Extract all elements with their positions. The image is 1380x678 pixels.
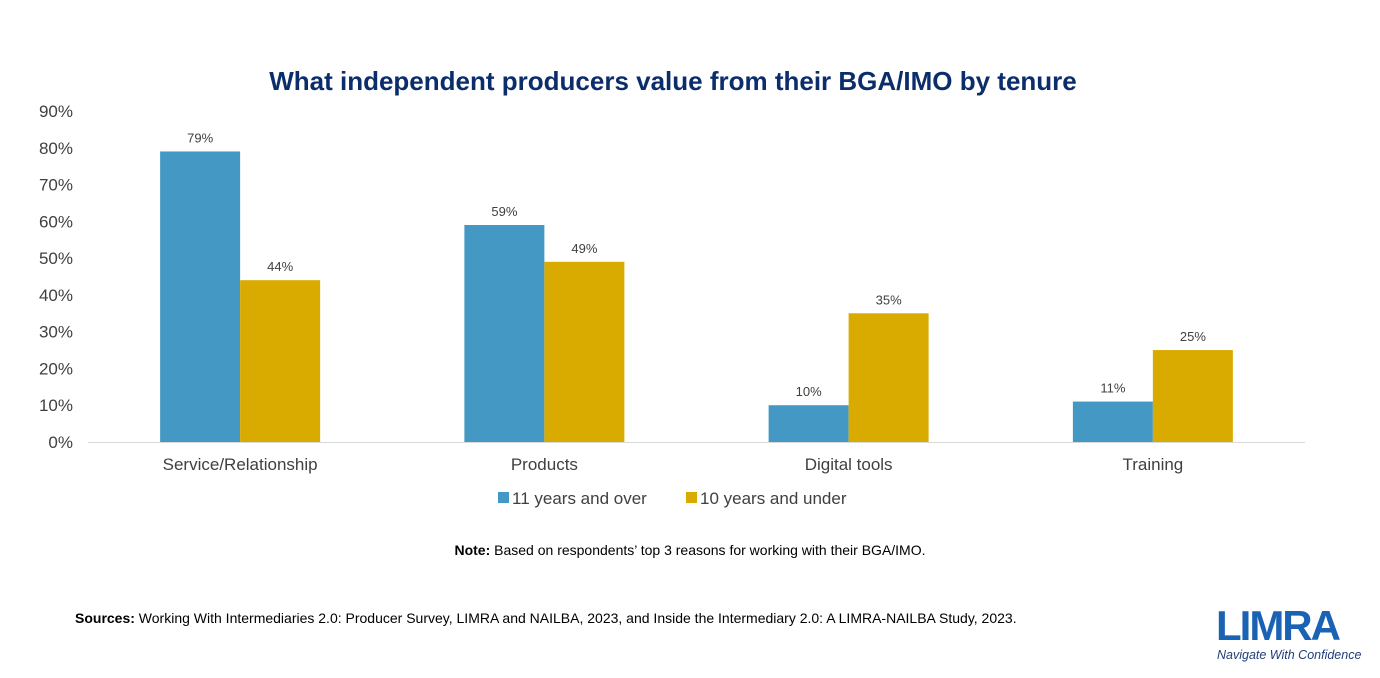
note-body: Based on respondents’ top 3 reasons for …	[490, 542, 926, 558]
y-tick-label: 40%	[39, 286, 73, 305]
data-label: 35%	[876, 292, 902, 307]
legend-label: 11 years and over	[512, 489, 647, 508]
y-tick-label: 60%	[39, 212, 73, 231]
y-tick-label: 50%	[39, 249, 73, 268]
bar	[768, 405, 849, 442]
bar	[240, 280, 321, 442]
legend-label: 10 years and under	[700, 489, 847, 508]
chart-title: What independent producers value from th…	[269, 66, 1077, 96]
y-tick-label: 10%	[39, 396, 73, 415]
bar	[160, 151, 241, 442]
data-label: 49%	[571, 241, 597, 256]
sources-body: Working With Intermediaries 2.0: Produce…	[134, 610, 1017, 626]
bar	[848, 313, 929, 442]
x-tick-label: Service/Relationship	[163, 455, 318, 474]
data-label: 59%	[491, 204, 517, 219]
sources-text: Sources: Working With Intermediaries 2.0…	[75, 610, 1017, 626]
bar	[464, 225, 545, 442]
data-label: 79%	[187, 130, 213, 145]
y-tick-label: 0%	[48, 433, 73, 452]
data-label: 11%	[1100, 381, 1125, 396]
logo-tagline: Navigate With Confidence	[1217, 648, 1362, 662]
y-tick-label: 20%	[39, 359, 73, 378]
y-tick-label: 30%	[39, 323, 73, 342]
sources-label: Sources:	[75, 610, 135, 626]
note-text: Note: Based on respondents’ top 3 reason…	[0, 542, 1380, 558]
legend-swatch	[686, 492, 697, 503]
bar	[1152, 350, 1233, 442]
x-tick-label: Digital tools	[805, 455, 893, 474]
y-tick-label: 80%	[39, 139, 73, 158]
y-tick-label: 90%	[39, 102, 73, 121]
data-label: 44%	[267, 259, 293, 274]
x-tick-label: Training	[1122, 455, 1183, 474]
y-tick-label: 70%	[39, 176, 73, 195]
note-label: Note:	[454, 542, 491, 558]
x-tick-label: Products	[511, 455, 578, 474]
logo-wordmark: LIMRA	[1216, 602, 1341, 649]
bar-chart: What independent producers value from th…	[39, 66, 1305, 508]
legend-swatch	[498, 492, 509, 503]
data-label: 10%	[796, 384, 822, 399]
bar	[544, 261, 625, 442]
bar	[1072, 401, 1153, 442]
data-label: 25%	[1180, 329, 1206, 344]
limra-logo: LIMRA Navigate With Confidence	[1214, 604, 1364, 668]
